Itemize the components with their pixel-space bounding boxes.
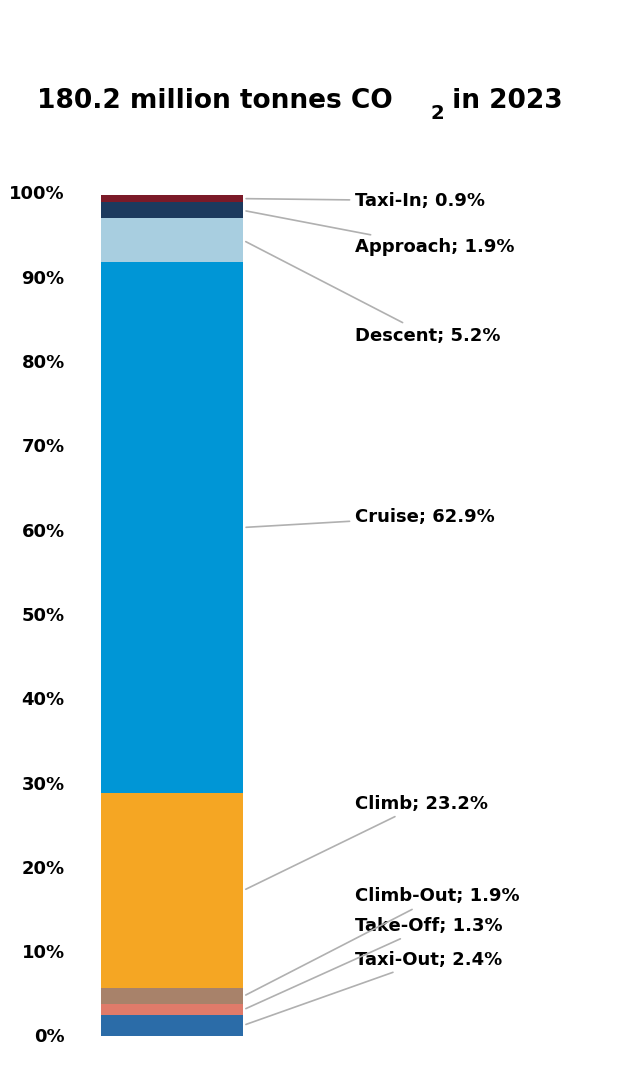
Text: Take-Off; 1.3%: Take-Off; 1.3% bbox=[246, 917, 503, 1008]
Text: 180.2 million tonnes CO: 180.2 million tonnes CO bbox=[37, 88, 393, 114]
Bar bbox=[101, 989, 243, 1004]
Text: Climb-Out; 1.9%: Climb-Out; 1.9% bbox=[246, 887, 520, 995]
Bar bbox=[101, 203, 243, 218]
Text: 2: 2 bbox=[431, 105, 445, 123]
Text: Taxi-In; 0.9%: Taxi-In; 0.9% bbox=[246, 192, 485, 209]
Bar bbox=[101, 1004, 243, 1015]
Bar bbox=[101, 195, 243, 203]
Text: Descent; 5.2%: Descent; 5.2% bbox=[246, 242, 500, 344]
Text: Climb; 23.2%: Climb; 23.2% bbox=[246, 795, 488, 889]
Bar bbox=[101, 792, 243, 989]
Text: in 2023: in 2023 bbox=[443, 88, 563, 114]
Bar bbox=[101, 1015, 243, 1036]
Text: Taxi-Out; 2.4%: Taxi-Out; 2.4% bbox=[246, 950, 502, 1025]
Bar bbox=[101, 263, 243, 792]
Text: Approach; 1.9%: Approach; 1.9% bbox=[246, 211, 515, 256]
Bar bbox=[101, 218, 243, 263]
Text: Cruise; 62.9%: Cruise; 62.9% bbox=[246, 508, 495, 528]
